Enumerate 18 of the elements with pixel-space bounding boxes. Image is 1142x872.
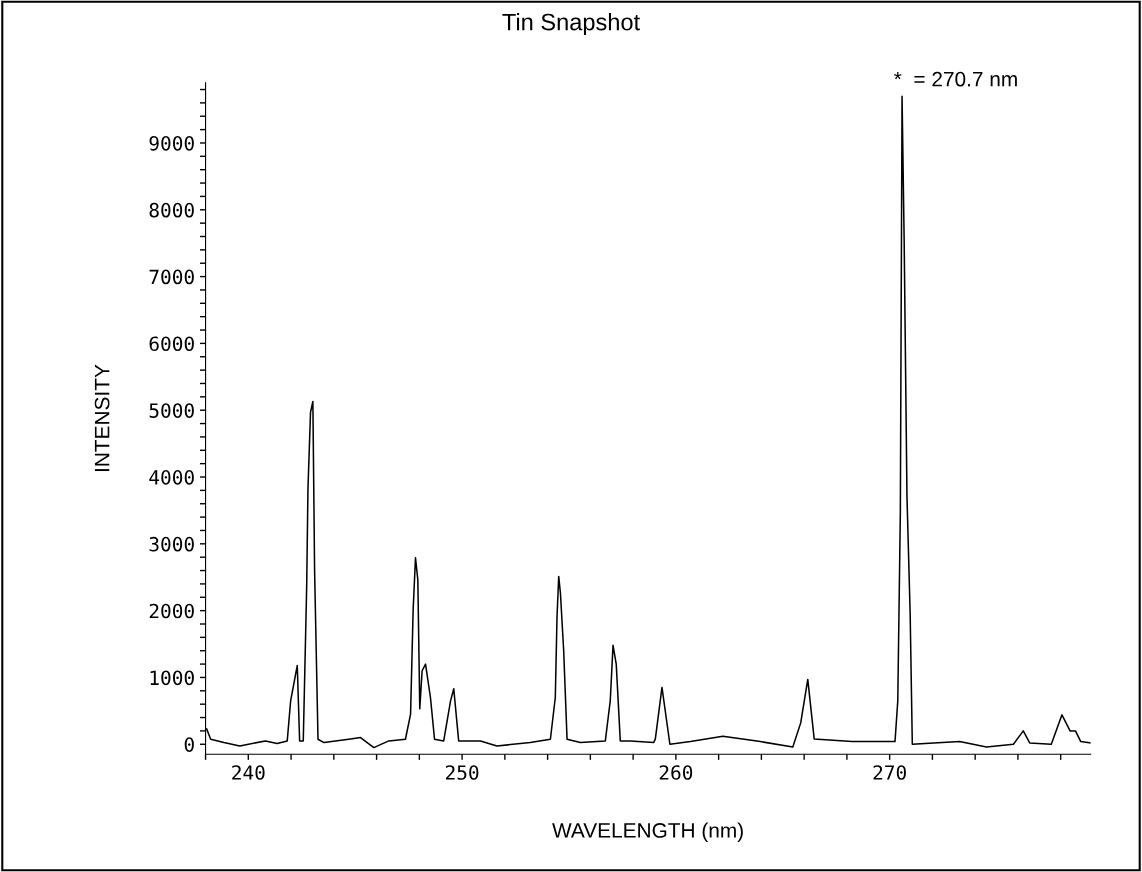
chart-title: Tin Snapshot	[502, 13, 640, 36]
y-axis-title: INTENSITY	[94, 364, 110, 472]
y-tick-label: 0	[184, 737, 194, 752]
y-tick-label: 8000	[149, 202, 194, 218]
y-tick-label: 6000	[149, 336, 194, 352]
y-tick-label: 2000	[149, 603, 194, 619]
annotation: * = 270.7 nm	[894, 71, 1017, 87]
y-tick-label: 7000	[149, 269, 194, 285]
x-tick-label: 260	[659, 765, 693, 780]
y-tick-label: 9000	[149, 135, 194, 151]
y-tick-label: 5000	[149, 403, 194, 418]
x-tick-label: 250	[445, 765, 479, 780]
x-axis-title: WAVELENGTH (nm)	[552, 822, 743, 842]
y-tick-label: 4000	[149, 470, 194, 485]
x-tick-label: 240	[232, 765, 265, 780]
y-tick-label: 3000	[149, 536, 194, 552]
y-tick-label: 1000	[150, 670, 194, 686]
x-tick-label: 270	[873, 765, 906, 780]
